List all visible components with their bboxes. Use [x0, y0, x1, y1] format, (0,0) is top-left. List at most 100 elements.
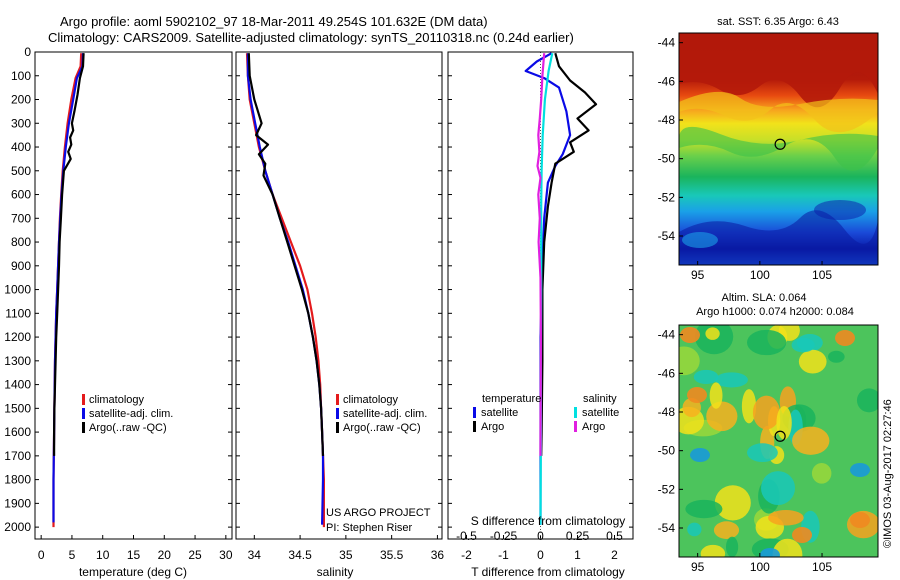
sla-blob: [792, 426, 830, 455]
sla-blob: [685, 499, 723, 519]
temperature-panel: 0100200300400500600700800900100011001200…: [4, 45, 233, 579]
series-line-satellite-adj-clim-: [246, 53, 325, 525]
legend-swatch-t-argo: [473, 421, 476, 432]
sla-argo-location-marker: [774, 430, 786, 442]
y-tick-label: 1700: [4, 449, 31, 463]
sla-blob: [693, 369, 719, 385]
secondary-x-tick-label: 0.5: [606, 529, 623, 543]
map-y-tick-label: -52: [658, 190, 676, 204]
sst-yellow-band: [679, 91, 878, 133]
temperature-y-ticks: 0 100 200 300 400 500 600 700 800 900 1000 1100 1200…: [4, 45, 232, 534]
sla-blob: [714, 485, 751, 521]
map-x-tick-label: 95: [691, 560, 705, 574]
difference-s-x-label: S difference from climatology: [471, 514, 626, 528]
sla-map-frame: [678, 324, 879, 558]
y-tick-label: 1300: [4, 354, 31, 368]
sst-map-frame: [678, 32, 879, 266]
y-tick-label: 500: [11, 164, 31, 178]
sla-high-blob: [687, 387, 707, 403]
series-line-argo-raw-qc-: [247, 53, 325, 456]
sla-high-blob: [835, 330, 855, 346]
difference-t-x-label: T difference from climatology: [471, 565, 625, 579]
figure-title-line-1: Argo profile: aoml 5902102_97 18-Mar-201…: [60, 14, 488, 29]
sla-blob: [715, 372, 748, 388]
legend-label-s-satellite: satellite: [582, 407, 619, 419]
legend-swatch-argo: [82, 422, 85, 433]
imos-timestamp: ©IMOS 03-Aug-2017 02:27:46: [882, 399, 894, 548]
secondary-x-tick-label: -0.25: [490, 529, 518, 543]
legend-swatch-s-satellite: [574, 407, 577, 418]
sla-blob: [761, 471, 796, 506]
figure-title-line-2: Climatology: CARS2009. Satellite-adjuste…: [48, 30, 574, 45]
legend-label-t-argo: Argo: [481, 421, 504, 433]
sla-high-blob: [792, 527, 812, 543]
sla-blob: [856, 388, 878, 413]
map-y-tick-label: -44: [658, 328, 676, 342]
x-tick-label: 10: [96, 548, 110, 562]
sst-map-ticks: 95 100 105 -44 -46 -48 -50 -52 -54: [658, 36, 833, 282]
temperature-legend: climatology satellite-adj. clim. Argo(..…: [82, 394, 173, 434]
map-y-tick-label: -54: [658, 521, 676, 535]
temperature-series: [52, 53, 85, 528]
sla-blob: [746, 329, 787, 356]
y-tick-label: 300: [11, 116, 31, 130]
difference-series: [524, 52, 598, 539]
x-tick-label: 5: [69, 548, 76, 562]
series-line-salinity-argo: [536, 53, 546, 456]
map-x-tick-label: 95: [691, 268, 705, 282]
series-line-temperature-argo: [540, 52, 598, 456]
sst-cold-patch: [814, 200, 866, 220]
legend-label-satellite-adj: satellite-adj. clim.: [343, 408, 427, 420]
y-tick-label: 400: [11, 140, 31, 154]
sst-map-panel: sat. SST: 6.35 Argo: 6.43 95 100 105 -44 -46…: [658, 16, 879, 282]
legend-swatch-satellite-adj: [82, 408, 85, 419]
y-tick-label: 1800: [4, 473, 31, 487]
sla-high-blob: [680, 327, 700, 343]
sla-blob: [747, 443, 778, 463]
sla-map-title-line-1: Altim. SLA: 0.064: [722, 292, 807, 304]
y-tick-label: 700: [11, 211, 31, 225]
sla-blob: [713, 521, 740, 539]
sst-cold-band: [679, 210, 878, 265]
x-tick-label: 35: [339, 548, 353, 562]
sla-blob: [725, 536, 739, 557]
x-tick-label: -2: [461, 548, 472, 562]
sla-blob: [706, 401, 738, 432]
legend-swatch-t-satellite: [473, 407, 476, 418]
legend-swatch-argo: [336, 422, 339, 433]
sla-blob: [709, 382, 723, 409]
sla-map-title-line-2: Argo h1000: 0.074 h2000: 0.084: [696, 306, 854, 318]
credit-project: US ARGO PROJECT: [326, 507, 431, 519]
sst-argo-location-marker: [774, 138, 786, 150]
y-tick-label: 1000: [4, 283, 31, 297]
map-y-tick-label: -46: [658, 74, 676, 88]
y-tick-label: 800: [11, 235, 31, 249]
salinity-x-label: salinity: [317, 565, 354, 579]
sla-blob: [791, 337, 815, 353]
map-y-tick-label: -46: [658, 366, 676, 380]
salinity-legend: climatology satellite-adj. clim. Argo(..…: [336, 394, 427, 434]
y-tick-label: 100: [11, 69, 31, 83]
x-tick-label: 35.5: [380, 548, 404, 562]
sla-blob: [828, 350, 845, 363]
sla-low-blob: [760, 548, 780, 557]
sla-blob: [811, 462, 832, 484]
y-tick-label: 200: [11, 93, 31, 107]
salinity-panel: 34 34.5 35 35.5 36 salinity climatology sate…: [235, 51, 444, 579]
map-x-tick-label: 100: [750, 560, 770, 574]
legend-label-s-argo: Argo: [582, 421, 605, 433]
y-tick-label: 1900: [4, 496, 31, 510]
difference-secondary-x-ticks: -0.5-0.2500.250.5: [456, 529, 623, 543]
x-tick-label: 25: [188, 548, 202, 562]
difference-axes-frame: [447, 51, 634, 540]
sla-blob: [776, 406, 792, 440]
difference-panel: -2 -1 0 1 2 -0.5 -0.25 0 0.25 0.5 T difference f…: [447, 51, 634, 579]
map-x-tick-label: 105: [812, 560, 832, 574]
legend-swatch-s-argo: [574, 421, 577, 432]
sla-blob: [768, 509, 804, 526]
map-x-tick-label: 105: [812, 268, 832, 282]
legend-swatch-climatology: [82, 394, 85, 405]
x-tick-label: 2: [611, 548, 618, 562]
series-line-argo-raw-qc-: [52, 53, 85, 456]
legend-title-salinity: salinity: [583, 393, 617, 405]
